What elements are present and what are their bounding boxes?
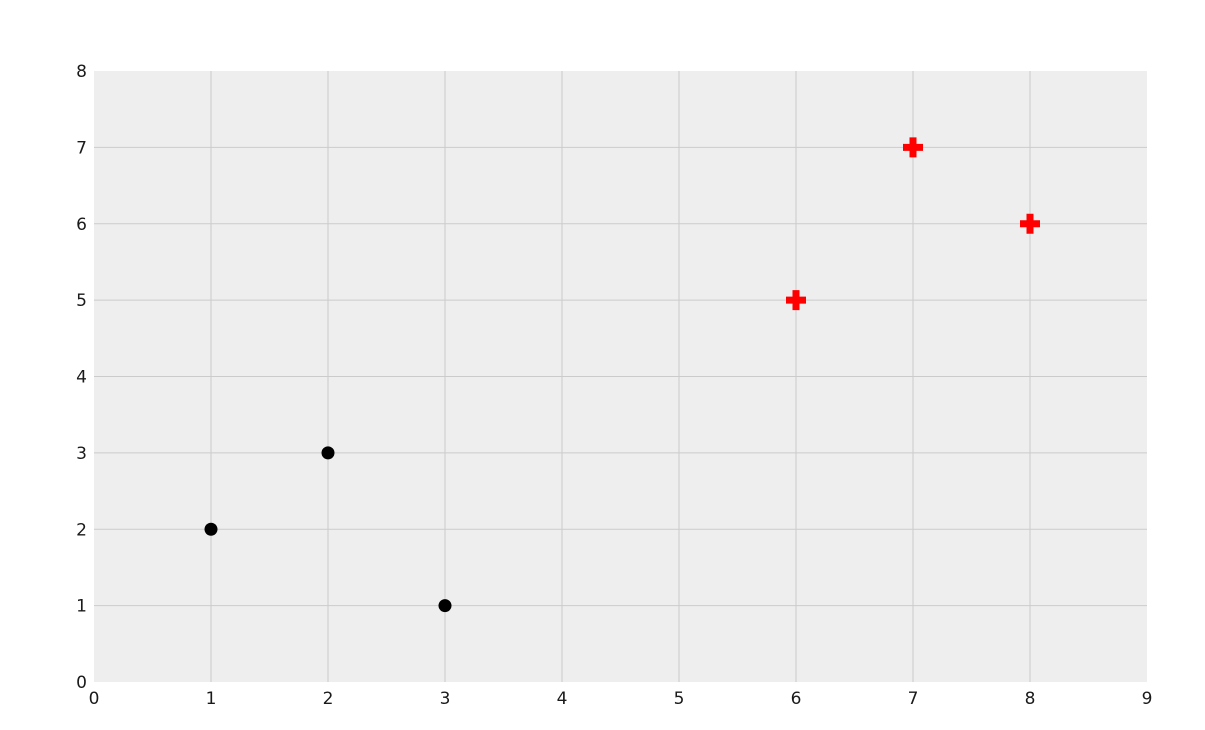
x-tick-label: 7: [908, 689, 919, 709]
x-tick-label: 2: [323, 689, 334, 709]
y-tick-label: 7: [76, 138, 87, 158]
x-tick-label: 6: [791, 689, 802, 709]
scatter-point-plus: [1020, 213, 1040, 234]
x-tick-label: 8: [1025, 689, 1036, 709]
y-tick-label: 2: [76, 520, 87, 540]
y-tick-label: 0: [76, 673, 87, 693]
y-tick-label: 6: [76, 215, 87, 235]
y-tick-label: 3: [76, 444, 87, 464]
x-tick-label: 9: [1142, 689, 1153, 709]
scatter-point-plus: [786, 290, 806, 311]
x-tick-label: 4: [557, 689, 568, 709]
y-tick-label: 4: [76, 368, 87, 388]
scatter-point-circle: [204, 522, 218, 536]
y-tick-label: 8: [76, 62, 87, 82]
x-tick-label: 5: [674, 689, 685, 709]
x-tick-label: 3: [440, 689, 451, 709]
x-tick-label: 1: [206, 689, 217, 709]
x-tick-label: 0: [89, 689, 100, 709]
y-tick-label: 5: [76, 291, 87, 311]
y-tick-label: 1: [76, 597, 87, 617]
scatter-point-circle: [321, 446, 335, 460]
scatter-point-plus: [903, 137, 923, 158]
scatter-point-circle: [438, 599, 452, 613]
